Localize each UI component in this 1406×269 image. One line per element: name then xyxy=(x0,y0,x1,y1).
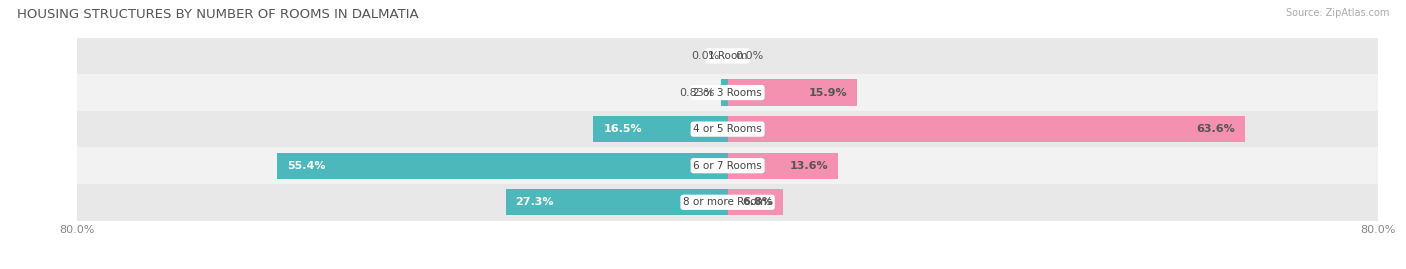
Bar xyxy=(721,79,728,106)
Text: 27.3%: 27.3% xyxy=(516,197,554,207)
Text: 0.83%: 0.83% xyxy=(679,87,714,98)
Text: 1 Room: 1 Room xyxy=(707,51,748,61)
Text: 6.8%: 6.8% xyxy=(742,197,773,207)
Text: 6 or 7 Rooms: 6 or 7 Rooms xyxy=(693,161,762,171)
Text: 63.6%: 63.6% xyxy=(1197,124,1234,134)
Bar xyxy=(506,189,728,215)
Bar xyxy=(77,147,1378,184)
Text: Source: ZipAtlas.com: Source: ZipAtlas.com xyxy=(1285,8,1389,18)
Text: 16.5%: 16.5% xyxy=(603,124,643,134)
Text: 15.9%: 15.9% xyxy=(808,87,846,98)
Bar xyxy=(77,111,1378,147)
Text: 4 or 5 Rooms: 4 or 5 Rooms xyxy=(693,124,762,134)
Bar xyxy=(77,38,1378,74)
Bar xyxy=(728,116,1244,142)
Bar xyxy=(277,153,728,179)
Text: 2 or 3 Rooms: 2 or 3 Rooms xyxy=(693,87,762,98)
Bar xyxy=(728,153,838,179)
Text: 55.4%: 55.4% xyxy=(287,161,326,171)
Text: 0.0%: 0.0% xyxy=(692,51,720,61)
Bar xyxy=(728,189,783,215)
Text: HOUSING STRUCTURES BY NUMBER OF ROOMS IN DALMATIA: HOUSING STRUCTURES BY NUMBER OF ROOMS IN… xyxy=(17,8,419,21)
Bar xyxy=(593,116,728,142)
Text: 0.0%: 0.0% xyxy=(735,51,763,61)
Text: 8 or more Rooms: 8 or more Rooms xyxy=(683,197,772,207)
Bar xyxy=(77,184,1378,221)
Text: 13.6%: 13.6% xyxy=(790,161,828,171)
Bar xyxy=(77,74,1378,111)
Bar xyxy=(728,79,856,106)
